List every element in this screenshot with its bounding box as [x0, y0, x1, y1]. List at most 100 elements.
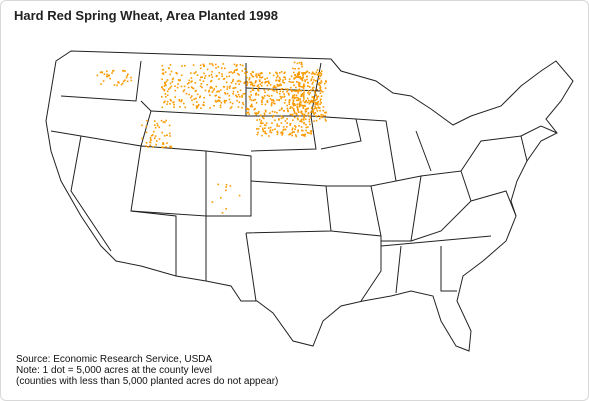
- state-line: [130, 145, 207, 217]
- dot: [276, 73, 278, 75]
- dot: [324, 118, 327, 121]
- dot: [203, 65, 205, 68]
- dot: [226, 92, 229, 95]
- dot: [298, 105, 301, 108]
- dot: [230, 106, 233, 108]
- dot: [169, 98, 172, 101]
- dot: [163, 89, 166, 92]
- dot: [163, 85, 166, 87]
- dot: [126, 74, 128, 77]
- dot: [211, 87, 213, 89]
- dot: [279, 83, 282, 85]
- dot: [228, 87, 231, 89]
- dot: [173, 103, 175, 106]
- dot: [239, 80, 242, 83]
- dot: [239, 89, 242, 92]
- dot: [246, 80, 249, 83]
- dot: [166, 134, 168, 137]
- dot: [313, 98, 315, 101]
- state-line: [355, 118, 397, 187]
- dot: [257, 128, 260, 130]
- dot: [315, 93, 317, 96]
- dot: [312, 71, 314, 74]
- dot: [267, 81, 270, 84]
- dot: [307, 126, 309, 128]
- dot: [165, 119, 167, 122]
- dot: [130, 76, 132, 79]
- dot: [319, 86, 322, 88]
- dot: [287, 92, 290, 95]
- dot: [225, 75, 228, 78]
- dot: [294, 77, 296, 79]
- dot: [282, 90, 284, 93]
- dot: [126, 80, 129, 83]
- dot: [232, 78, 234, 81]
- dot: [192, 103, 195, 106]
- dot: [311, 73, 313, 75]
- dot: [162, 146, 165, 149]
- dot: [315, 119, 318, 122]
- dot: [281, 96, 283, 98]
- dot: [162, 121, 165, 123]
- dot: [186, 83, 189, 85]
- dot: [211, 76, 214, 78]
- dot: [304, 72, 306, 75]
- dot: [250, 83, 252, 86]
- dot: [273, 90, 275, 92]
- dot: [281, 87, 284, 90]
- dot: [263, 112, 266, 115]
- dot: [324, 82, 326, 85]
- dot: [259, 80, 261, 83]
- dot: [161, 96, 163, 98]
- dot: [235, 82, 237, 85]
- dot: [219, 89, 222, 91]
- dot: [122, 70, 125, 72]
- dot: [278, 80, 281, 83]
- dot: [313, 113, 315, 116]
- dot: [278, 109, 281, 112]
- dot: [188, 79, 190, 82]
- dot: [309, 92, 311, 94]
- state-line: [70, 135, 112, 252]
- dot: [251, 105, 254, 108]
- dot: [241, 106, 243, 109]
- dot: [239, 63, 242, 66]
- dot: [219, 104, 222, 107]
- dot: [300, 95, 302, 98]
- dot: [277, 75, 279, 77]
- dot: [161, 106, 164, 109]
- dot: [217, 90, 219, 92]
- dot: [261, 76, 264, 78]
- dot: [192, 64, 195, 66]
- dot: [295, 94, 298, 97]
- dot: [259, 122, 262, 124]
- dot: [174, 96, 176, 98]
- dot: [252, 99, 255, 102]
- dot: [290, 75, 293, 78]
- dot: [243, 82, 246, 85]
- dot: [299, 102, 301, 104]
- state-boundaries: [45, 50, 574, 352]
- dot: [127, 73, 129, 75]
- dot: [300, 90, 302, 92]
- dot: [261, 98, 264, 100]
- dot: [307, 112, 310, 115]
- dot: [325, 111, 327, 114]
- dot: [273, 100, 275, 102]
- dot: [294, 126, 297, 128]
- dot: [221, 73, 223, 75]
- dot: [249, 98, 251, 101]
- wheat-dots: [96, 61, 327, 214]
- dot: [300, 101, 302, 104]
- dot: [271, 122, 273, 124]
- dot: [293, 112, 296, 115]
- dot: [295, 76, 298, 78]
- dot: [145, 125, 148, 128]
- dot: [232, 93, 234, 95]
- dot: [301, 78, 303, 81]
- dot: [191, 80, 193, 82]
- dot: [235, 69, 238, 71]
- dot: [313, 73, 316, 75]
- dot: [244, 68, 246, 70]
- dot: [280, 132, 282, 134]
